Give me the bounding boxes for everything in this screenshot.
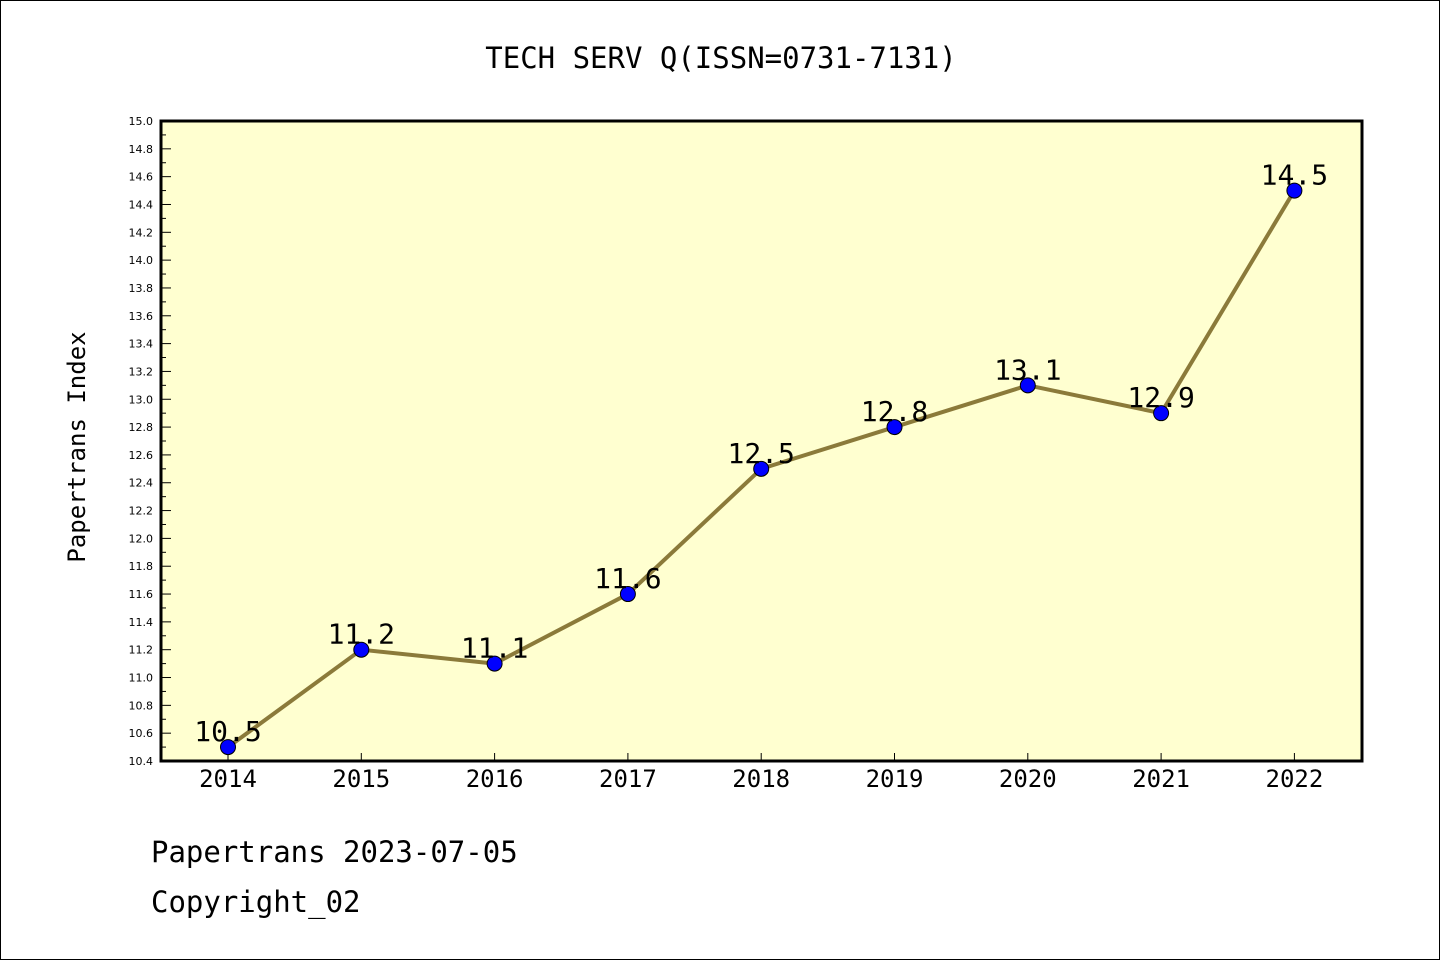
y-tick-label: 11.4 [129,616,154,629]
x-tick-label: 2016 [466,765,524,793]
y-tick-label: 10.6 [129,727,154,740]
x-tick-label: 2022 [1266,765,1324,793]
y-tick-label: 13.8 [129,282,154,295]
x-tick-label: 2015 [332,765,390,793]
data-label: 12.8 [861,395,928,428]
y-tick-label: 14.0 [129,254,154,267]
y-tick-label: 12.8 [129,421,154,434]
data-point [1286,182,1303,199]
y-tick-label: 12.0 [129,532,154,545]
data-point [619,586,636,603]
y-tick-label: 11.0 [129,672,154,685]
data-point [1153,405,1170,422]
y-axis-ticks: 10.4 10.6 10.8 11.0 11.2 11.4 11.6 11.8 12.0 12.2… [129,115,171,768]
y-tick-label: 13.0 [129,393,154,406]
y-tick-label: 14.2 [129,226,154,239]
data-label: 12.5 [727,437,794,470]
y-tick-label: 12.2 [129,505,154,518]
x-axis-ticks: 2014 2015 2016 2017 2018 2019 2020 2021 2022 [199,753,1323,793]
data-label: 11.1 [461,632,528,665]
x-tick-label: 2020 [999,765,1057,793]
y-tick-label: 13.2 [129,365,154,378]
data-label: 12.9 [1127,381,1194,414]
y-tick-label: 11.8 [129,560,154,573]
data-point [353,641,370,658]
x-tick-label: 2018 [732,765,790,793]
data-labels: 10.5 11.2 11.1 11.6 12.5 12.8 13.1 12.9 14.5 [194,159,1328,749]
chart-title: TECH SERV Q(ISSN=0731-7131) [485,41,956,75]
data-label: 11.6 [594,562,661,595]
data-label: 13.1 [994,353,1061,386]
y-tick-label: 12.6 [129,449,154,462]
y-tick-label: 10.4 [129,755,154,768]
y-tick-label: 11.2 [129,644,154,657]
data-markers [220,182,1303,756]
y-axis-label: Papertrans Index [63,331,91,562]
data-point [886,419,903,436]
x-tick-label: 2014 [199,765,257,793]
data-label: 11.2 [328,618,395,651]
x-tick-label: 2019 [866,765,924,793]
y-tick-label: 13.4 [129,338,154,351]
footer-date-line: Papertrans 2023-07-05 [151,835,518,869]
y-tick-label: 14.4 [129,198,154,211]
data-point [1019,377,1036,394]
data-point [753,460,770,477]
y-tick-label: 10.8 [129,699,154,712]
x-tick-label: 2017 [599,765,657,793]
y-tick-label: 12.4 [129,477,154,490]
y-tick-label: 13.6 [129,310,154,323]
y-tick-label: 14.6 [129,171,154,184]
data-label: 10.5 [194,715,261,748]
y-tick-label: 11.6 [129,588,154,601]
data-label: 14.5 [1261,159,1328,192]
data-point [220,739,236,756]
data-point [486,655,503,672]
y-tick-label: 15.0 [129,115,154,128]
x-tick-label: 2021 [1132,765,1190,793]
footer-copyright: Copyright_02 [151,885,361,919]
y-tick-label: 14.8 [129,143,154,156]
